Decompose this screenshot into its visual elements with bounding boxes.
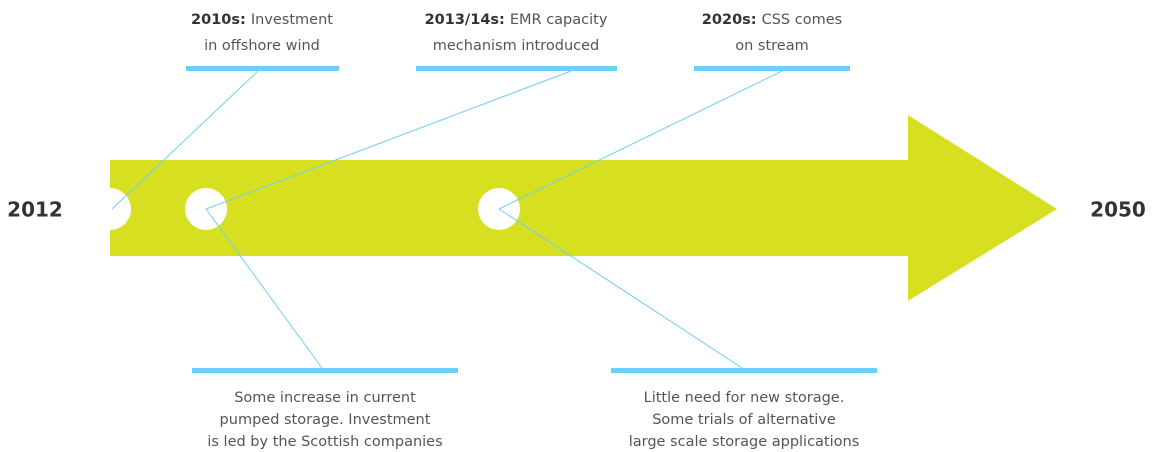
event-text: is led by the Scottish companies [207,434,442,450]
event-label: 2013/14s: [425,12,505,28]
event-text: Some trials of alternative [652,412,836,428]
event-heading: 2010s: Investment [191,12,333,28]
event-text: in offshore wind [204,38,320,54]
start-year: 2012 [7,198,63,222]
divider [611,368,877,373]
event-text: Little need for new storage. [644,390,845,406]
event-label: 2010s: [191,12,246,28]
event-text: Some increase in current [234,390,416,406]
event-text: large scale storage applications [629,434,860,450]
milestone [89,188,131,230]
divider [192,368,458,373]
event-text: on stream [735,38,808,54]
connector [205,70,572,210]
event-text: Investment [251,12,333,28]
divider [416,66,617,71]
event-heading: 2013/14s: EMR capacity [425,12,608,28]
divider [694,66,850,71]
event-text: EMR capacity [510,12,608,28]
end-year: 2050 [1090,198,1146,222]
connector [498,208,743,369]
connector [205,208,323,369]
divider [186,66,339,71]
event-text: CSS comes [762,12,843,28]
event-label: 2020s: [702,12,757,28]
event-text: mechanism introduced [433,38,600,54]
event-heading: 2020s: CSS comes [702,12,842,28]
arrow-head [908,115,1057,301]
connector [498,70,783,210]
event-text: pumped storage. Investment [220,412,431,428]
connector [111,70,259,210]
